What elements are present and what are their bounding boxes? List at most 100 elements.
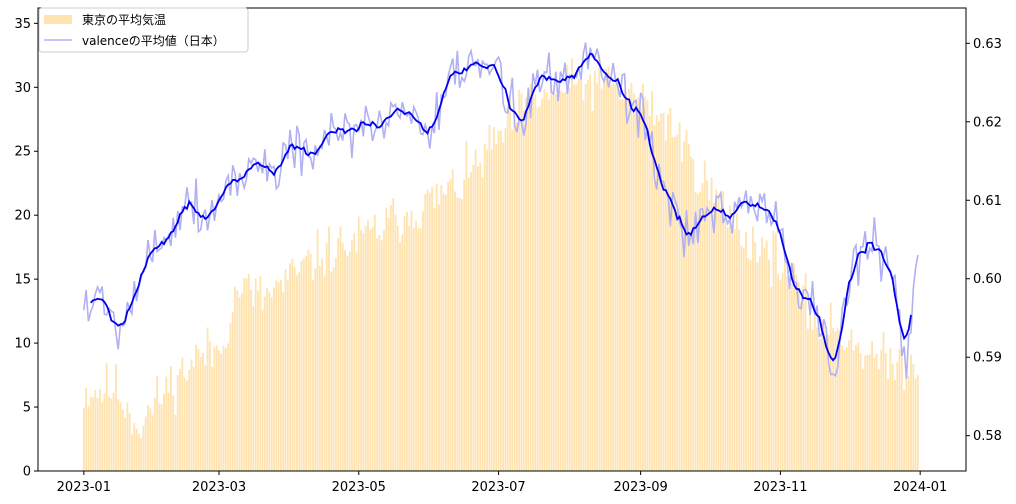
x-tick-label: 2024-01 (893, 480, 947, 495)
temperature-bar (470, 172, 472, 471)
y-right-tick-label: 0.62 (973, 115, 1002, 130)
temperature-bar (98, 388, 101, 471)
temperature-bar (277, 282, 280, 471)
temperature-bar (213, 347, 216, 471)
temperature-bar (653, 124, 656, 471)
temperature-bar (463, 179, 466, 471)
temperature-bars (82, 54, 919, 472)
temperature-bar (369, 229, 372, 471)
temperature-bar (348, 251, 351, 471)
temperature-bar (399, 242, 401, 471)
temperature-bar (316, 228, 319, 471)
temperature-bar (696, 194, 699, 472)
temperature-bar (112, 392, 115, 471)
temperature-bar (266, 288, 269, 471)
y-left-tick-label: 5 (23, 401, 31, 416)
temperature-bar (529, 83, 532, 471)
temperature-bar (275, 280, 278, 471)
temperature-bar (871, 341, 873, 471)
temperature-bar (424, 194, 427, 471)
temperature-bar (903, 390, 906, 471)
temperature-bar (770, 287, 773, 471)
temperature-bar (708, 200, 711, 471)
temperature-bar (92, 397, 94, 471)
temperature-bar (204, 365, 207, 471)
legend: 東京の平均気温 valenceの平均値（日本） (38, 7, 249, 53)
x-tick-label: 2023-05 (332, 480, 386, 495)
temperature-bar (270, 297, 273, 471)
temperature-bar (873, 357, 876, 471)
temperature-bar (786, 276, 789, 471)
temperature-bar (451, 169, 454, 471)
temperature-bar (495, 143, 498, 471)
temperature-bar (857, 342, 860, 471)
temperature-bar (852, 350, 855, 471)
temperature-bar (841, 345, 844, 471)
temperature-bar (827, 334, 830, 471)
temperature-bar (298, 272, 301, 471)
temperature-bar (868, 354, 871, 471)
temperature-bar (337, 238, 340, 471)
temperature-bar (279, 279, 282, 471)
temperature-bar (777, 274, 780, 471)
temperature-bar (408, 225, 411, 471)
temperature-bar (751, 226, 754, 471)
temperature-bar (128, 413, 131, 471)
temperature-bar (380, 240, 383, 471)
temperature-bar (103, 393, 106, 471)
temperature-bar (834, 331, 837, 471)
temperature-bar (820, 318, 823, 471)
temperature-bar (580, 78, 582, 471)
temperature-bar (616, 82, 619, 472)
temperature-bar (82, 407, 85, 471)
y-right-tick-label: 0.60 (973, 272, 1002, 287)
temperature-bar (596, 83, 598, 471)
temperature-bar (882, 332, 885, 471)
temperature-bar (236, 290, 239, 471)
temperature-bar (302, 258, 305, 471)
temperature-bar (447, 182, 450, 471)
temperature-bar (628, 88, 631, 472)
temperature-bar (625, 99, 628, 471)
temperature-bar (243, 278, 246, 471)
y-left-tick-label: 10 (14, 337, 31, 352)
temperature-bar (763, 247, 766, 471)
temperature-bar (541, 98, 544, 471)
temperature-bar (836, 328, 839, 471)
temperature-bar (554, 94, 557, 472)
temperature-bar (816, 327, 818, 471)
temperature-bar (433, 208, 436, 471)
temperature-bar (802, 285, 805, 471)
temperature-bar (823, 325, 825, 471)
temperature-bar (916, 375, 919, 471)
temperature-bar (493, 127, 495, 471)
temperature-bar (839, 331, 841, 471)
temperature-bar (905, 374, 908, 471)
temperature-bar (598, 54, 601, 472)
temperature-bar (914, 378, 917, 471)
temperature-bar (880, 349, 883, 471)
temperature-bar (218, 350, 220, 471)
temperature-bar (367, 220, 369, 471)
temperature-bar (252, 306, 255, 471)
temperature-bar (713, 202, 715, 471)
temperature-bar (241, 293, 243, 471)
temperature-bar (710, 177, 713, 471)
temperature-bar (415, 220, 417, 471)
temperature-bar (756, 262, 759, 471)
temperature-bar (133, 422, 136, 471)
temperature-bar (119, 402, 122, 471)
temperature-bar (167, 392, 170, 471)
temperature-bar (575, 84, 578, 471)
temperature-bar (477, 166, 479, 471)
temperature-bar (635, 106, 637, 471)
temperature-bar (809, 310, 812, 471)
temperature-bar (362, 233, 365, 471)
temperature-bar (383, 230, 385, 471)
temperature-bar (101, 402, 104, 471)
temperature-bar (458, 198, 461, 472)
temperature-bar (137, 433, 140, 471)
temperature-bar (559, 90, 562, 471)
temperature-bar (706, 180, 708, 471)
temperature-bar (394, 214, 397, 471)
